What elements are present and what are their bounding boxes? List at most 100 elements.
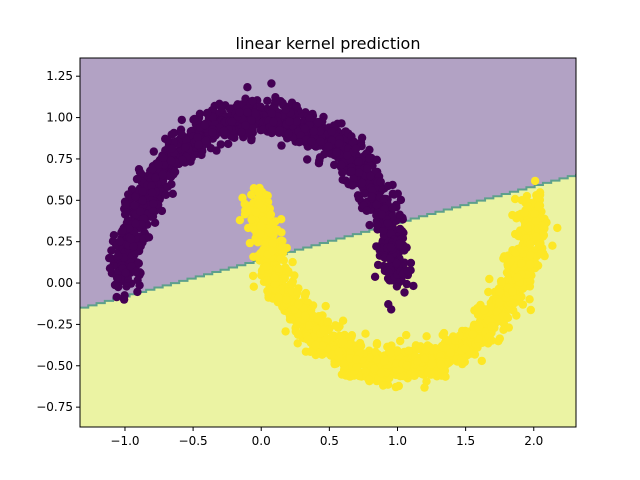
data-point [385, 254, 395, 264]
data-point [163, 136, 172, 145]
data-point [413, 357, 422, 366]
data-point [225, 104, 235, 113]
data-point [248, 96, 257, 106]
data-point [450, 336, 459, 346]
data-point [269, 117, 278, 127]
data-point [526, 305, 535, 315]
data-point [364, 375, 373, 384]
data-point [247, 215, 256, 224]
data-point [270, 279, 280, 288]
data-point [301, 288, 311, 298]
data-point [256, 221, 266, 231]
data-point [503, 313, 513, 322]
data-point [351, 144, 361, 154]
data-point [280, 274, 289, 283]
data-point [321, 301, 330, 311]
data-point [532, 232, 541, 241]
data-point [281, 105, 290, 115]
data-point [487, 336, 496, 345]
data-point [400, 288, 409, 297]
data-point [285, 117, 294, 126]
data-point [126, 234, 136, 244]
data-point [324, 142, 333, 151]
data-point [124, 224, 134, 233]
data-point [530, 176, 540, 186]
data-point [267, 126, 277, 135]
data-point [487, 322, 496, 331]
data-point [396, 372, 405, 381]
data-point [422, 332, 431, 341]
data-point [525, 260, 535, 269]
y-tick-label: −0.25 [36, 317, 73, 331]
data-point [406, 258, 416, 268]
data-point [254, 199, 264, 208]
data-point [157, 206, 167, 216]
y-tick-label: 0.00 [46, 276, 73, 290]
data-point [402, 330, 411, 340]
data-point [383, 342, 392, 351]
data-point [372, 340, 382, 349]
data-point [151, 173, 160, 182]
data-point [247, 116, 256, 125]
data-point [473, 304, 482, 313]
data-point [379, 381, 388, 390]
data-point [227, 117, 237, 126]
data-point [134, 259, 143, 268]
data-point [107, 246, 116, 255]
data-point [133, 287, 142, 297]
data-point [287, 315, 296, 324]
data-point [217, 103, 227, 113]
data-point [144, 233, 154, 242]
data-point [347, 132, 356, 141]
data-point [306, 347, 315, 356]
data-point [267, 109, 276, 118]
data-point [263, 276, 272, 285]
data-point [247, 123, 257, 132]
data-point [517, 259, 526, 268]
data-point [370, 364, 379, 373]
data-point [356, 341, 366, 351]
data-point [319, 325, 328, 335]
data-point [383, 219, 392, 228]
data-point [270, 273, 279, 282]
data-point [194, 140, 203, 149]
data-point [396, 195, 406, 205]
data-point [536, 249, 546, 259]
data-point [131, 267, 140, 276]
data-point [510, 299, 519, 308]
y-tick-label: 0.25 [46, 235, 73, 249]
data-point [468, 330, 477, 339]
data-point [384, 268, 394, 277]
data-point [526, 251, 535, 260]
data-point [383, 181, 393, 191]
data-point [439, 328, 449, 338]
data-point [354, 157, 363, 166]
data-point [403, 266, 413, 276]
data-point [523, 223, 532, 233]
y-tick-label: 1.00 [46, 111, 73, 125]
data-point [121, 268, 130, 278]
data-point [512, 311, 521, 320]
data-point [203, 108, 212, 118]
data-point [395, 210, 404, 219]
data-point [511, 248, 520, 258]
data-point [420, 383, 429, 392]
data-point [219, 126, 229, 136]
data-point [474, 322, 484, 331]
data-point [295, 138, 304, 147]
data-point [147, 188, 157, 197]
data-point [241, 121, 250, 130]
data-point [436, 360, 446, 370]
data-point [167, 156, 176, 165]
data-point [290, 271, 299, 280]
data-point [338, 337, 348, 346]
data-point [168, 189, 177, 198]
data-point [293, 339, 302, 348]
data-point [455, 331, 464, 340]
x-tick-label: −0.5 [179, 434, 208, 448]
data-point [386, 349, 395, 358]
data-point [394, 239, 404, 249]
data-point [293, 330, 303, 339]
data-point [251, 109, 260, 119]
data-point [268, 246, 277, 256]
